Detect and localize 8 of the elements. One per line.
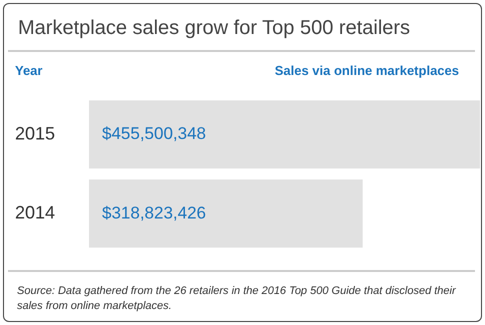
data-label: $455,500,348 (102, 124, 206, 144)
y-tick-label: 2014 (15, 202, 56, 223)
y-axis-title: Year (15, 63, 42, 78)
x-axis-title: Sales via online marketplaces (274, 63, 459, 78)
y-tick-label: 2015 (15, 123, 56, 144)
source-note: Source: Data gathered from the 26 retailers in the 2016 Top 500 Guide that disclosed their sales from online marketplaces. (17, 284, 457, 314)
data-label: $318,823,426 (102, 203, 206, 222)
chart-title: Marketplace sales grow for Top 500 retailers (18, 17, 410, 40)
